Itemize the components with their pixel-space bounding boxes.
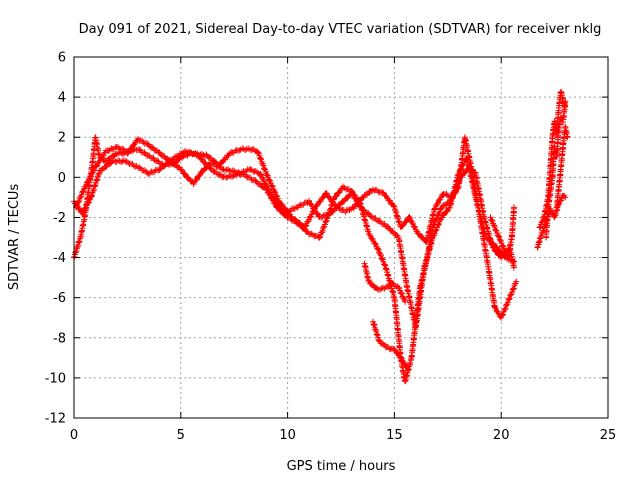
data-series-6 [487,204,517,260]
series-markers [487,204,517,260]
y-tick-label: -12 [45,412,66,427]
y-tick-label: 2 [58,131,66,146]
data-series-9 [543,98,569,241]
x-tick-label: 5 [177,428,185,443]
x-tick-label: 0 [70,428,78,443]
series-markers [543,98,569,241]
y-tick-label: 6 [58,51,66,66]
y-tick-label: -2 [53,211,66,226]
y-tick-label: -10 [45,371,66,386]
x-tick-label: 20 [493,428,510,443]
data-series-5 [370,318,411,371]
y-tick-label: -8 [53,331,66,346]
y-tick-label: 4 [58,91,66,106]
y-axis-label: SDTVAR / TECUs [7,184,22,291]
series-markers [370,318,411,371]
data-series-10 [553,123,571,211]
x-tick-label: 10 [279,428,296,443]
grid [74,57,608,418]
axis-ticks: 0 5 10 15 20 25 -12 -10 -8 -6 -4 -2 0 2 4 6 [45,51,617,444]
chart-title: Day 091 of 2021, Sidereal Day-to-day VTE… [79,22,602,37]
y-tick-label: 0 [58,171,66,186]
x-tick-label: 15 [386,428,403,443]
plot-frame [73,56,609,419]
series-markers [361,260,409,305]
data-series-4 [361,260,409,305]
y-tick-label: -6 [53,291,66,306]
series-markers [553,123,571,211]
y-tick-label: -4 [53,251,66,266]
x-axis-label: GPS time / hours [287,459,396,474]
x-tick-label: 25 [600,428,617,443]
